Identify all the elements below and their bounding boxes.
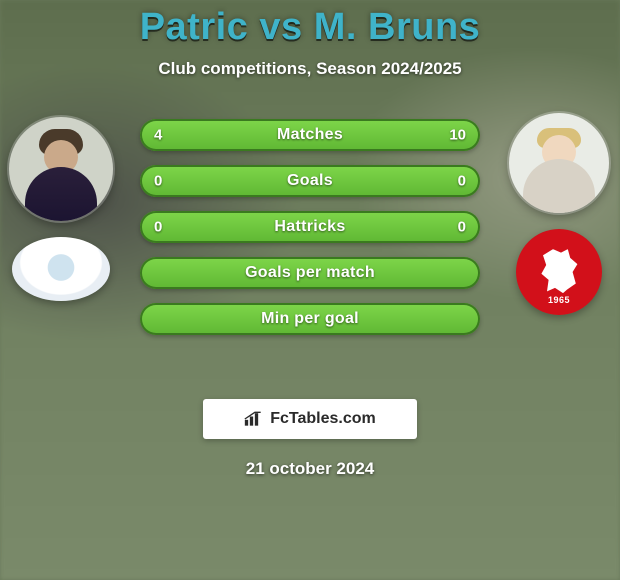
player-left-avatar: [9, 117, 113, 221]
club-left-badge: [12, 237, 110, 301]
stat-row: 0 Hattricks 0: [140, 211, 480, 243]
comparison-title: Patric vs M. Bruns: [0, 0, 620, 49]
brand-badge: FcTables.com: [203, 399, 417, 439]
stat-right-value: 0: [458, 219, 466, 236]
player-left-column: [6, 117, 116, 301]
stat-row: 4 Matches 10: [140, 119, 480, 151]
title-vs: vs: [259, 6, 302, 48]
subtitle: Club competitions, Season 2024/2025: [0, 59, 620, 79]
bar-chart-icon: [244, 411, 264, 427]
stat-row: Min per goal: [140, 303, 480, 335]
stat-right-value: 10: [449, 127, 466, 144]
stat-left-value: 0: [154, 219, 162, 236]
brand-text: FcTables.com: [270, 410, 376, 428]
player-right-avatar: [509, 113, 609, 213]
comparison-panel: 4 Matches 10 0 Goals 0 0 Hattricks 0 Goa…: [0, 117, 620, 377]
stat-row: Goals per match: [140, 257, 480, 289]
stat-label: Goals: [287, 172, 333, 190]
stat-row: 0 Goals 0: [140, 165, 480, 197]
stat-label: Goals per match: [245, 264, 375, 282]
stat-label: Min per goal: [261, 310, 359, 328]
title-player-right: M. Bruns: [314, 6, 481, 48]
stat-bars: 4 Matches 10 0 Goals 0 0 Hattricks 0 Goa…: [140, 119, 480, 335]
player-right-column: [504, 113, 614, 315]
club-right-badge: [516, 229, 602, 315]
stat-label: Matches: [277, 126, 343, 144]
title-player-left: Patric: [140, 6, 249, 48]
stat-left-value: 4: [154, 127, 162, 144]
stat-left-value: 0: [154, 173, 162, 190]
stat-label: Hattricks: [274, 218, 345, 236]
date-text: 21 october 2024: [0, 459, 620, 479]
stat-right-value: 0: [458, 173, 466, 190]
